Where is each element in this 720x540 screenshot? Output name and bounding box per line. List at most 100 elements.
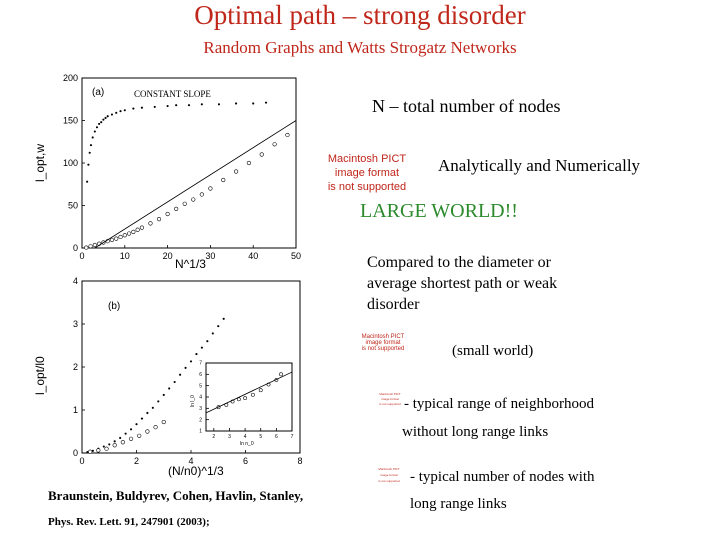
chart-b-point-dot [91,449,94,452]
chart-a-point-dot [86,180,89,183]
chart-a-point-dot [87,163,90,166]
chart-b-inset-frame [205,362,293,432]
chart-b-point-dot [108,443,111,446]
chart-b-inset-point-circle [243,396,247,401]
compared-text: Compared to the diameter or average shor… [367,252,557,315]
chart-b-xtick-label: 0 [79,456,84,466]
chart-a-point-circle [259,152,264,157]
chart-a-point-dot [187,104,191,107]
chart-a-point-circle [221,177,226,183]
chart-a-point-dot [104,116,107,120]
chart-a-ytick-label: 200 [63,73,78,83]
n-definition: N – total number of nodes [372,96,561,116]
chart-a-point-dot [106,115,109,118]
chart-b-xtick-label: 6 [243,456,248,466]
small-world-label: (small world) [452,343,534,359]
chart-a-point-dot [153,105,156,108]
chart-a-point-dot [264,101,268,104]
chart-a-point-circle [285,132,290,138]
chart-a-point-dot [140,106,143,109]
chart-a-point-dot [110,113,114,116]
compared-line-1: Compared to the diameter or [367,254,551,271]
pict-1-line-3: is not supported [327,181,407,193]
chart-a-point-circle [84,245,89,250]
chart-a-annotation: CONSTANT SLOPE [134,89,211,99]
chart-b-ytick-label: 4 [73,276,78,286]
chart-a-ytick-label: 100 [63,158,78,168]
nodes-line-2: long range links [410,496,507,512]
chart-a-point-dot [119,110,122,113]
pict-4-line-2: image format [380,473,398,477]
pict-4-line-1: Macintosh PICT [378,467,400,471]
chart-a-point-dot [217,103,221,106]
chart-b-inset-xtick-label: 3 [228,434,231,440]
pict-4-line-3: is not supported [378,479,400,483]
chart-b-inset-point-circle [258,388,263,393]
chart-a-point-circle [114,236,119,241]
chart-b-point-dot [184,366,187,369]
chart-a-point-circle [109,237,115,243]
chart-b: 0 1 2 3 4 0 2 4 6 8 (b) (N/n0)^1/3 l_opt/l0 2 3 4 5… [33,276,303,478]
chart-a-ytick-label: 150 [63,116,78,126]
chart-b-point-dot [206,340,209,343]
chart-a-point-circle [182,201,187,206]
chart-b-inset-xtick-label: 6 [275,434,278,440]
chart-b-point-circle [137,433,142,438]
chart-a-xlabel: N^1/3 [175,257,206,270]
range-line-2: without long range links [402,424,549,440]
nodes-line-1: - typical number of nodes with [410,469,595,485]
pict-3-line-1: Macintosh PICT [379,392,401,396]
chart-a-ylabel: l_opt,w [33,144,47,182]
chart-b-point-dot [151,406,154,409]
chart-b-xtick-label: 8 [297,456,302,466]
chart-b-inset-ytick-label: 2 [199,417,202,423]
pict-placeholder-4: Macintosh PICT image format is not suppo… [376,466,402,494]
chart-b-ytick-label: 3 [73,319,78,329]
pict-placeholder-1: Macintosh PICT image format is not suppo… [322,152,412,196]
pict-2-line-2: image format [365,340,401,346]
chart-a-point-circle [131,229,136,234]
chart-a: 0 50 100 150 200 0 10 20 30 40 50 (a) CONSTANT SL… [33,73,301,270]
chart-b-inset-point-circle [251,392,255,397]
chart-b-point-circle [153,425,158,430]
chart-b-inset-ytick-label: 1 [199,429,202,435]
analytic-label: Analytically and Numerically [438,156,641,175]
chart-b-point-dot [211,332,214,335]
chart-b-point-circle [112,443,117,448]
chart-b-point-dot [124,432,127,435]
chart-a-frame [81,77,297,249]
chart-b-ytick-label: 0 [73,448,78,458]
pict-placeholder-2: Macintosh PICT image format is not suppo… [330,334,436,354]
chart-b-point-dot [140,417,144,420]
chart-b-point-circle [88,449,93,454]
chart-b-point-circle [161,419,166,425]
chart-b-inset-ylabel: ln l_0 [190,395,196,407]
chart-b-inset-ytick-label: 4 [199,395,202,401]
chart-a-ytick-label: 0 [73,243,78,253]
chart-a-point-dot [200,103,203,106]
chart-a-point-circle [174,206,179,211]
chart-b-point-circle [104,446,109,451]
pict-1-line-2: image format [334,167,400,179]
chart-a-point-circle [233,169,239,174]
chart-b-point-dot [189,360,193,363]
chart-b-ytick-label: 1 [73,405,78,415]
pict-3-line-2: image format [381,397,399,401]
chart-a-panel-label: (a) [92,87,104,98]
chart-b-point-dot [179,373,182,376]
chart-b-inset-ytick-label: 6 [199,372,202,378]
pict-2-line-3: is not supported [361,346,405,352]
chart-a-xtick-label: 30 [205,251,215,261]
chart-b-point-dot [222,317,225,320]
chart-b-inset-xtick-label: 4 [244,434,247,440]
reference-authors: Braunstein, Buldyrev, Cohen, Havlin, Sta… [48,488,304,503]
chart-a-point-circle [92,242,97,248]
chart-b-point-circle [96,448,101,453]
chart-b-point-dot [157,400,160,403]
chart-a-point-circle [272,142,277,147]
chart-b-point-dot [119,436,122,440]
chart-a-point-dot [175,104,178,107]
compared-line-2: average shortest path or weak [367,275,558,292]
chart-a-point-dot [235,102,238,105]
chart-b-point-dot [86,451,89,454]
